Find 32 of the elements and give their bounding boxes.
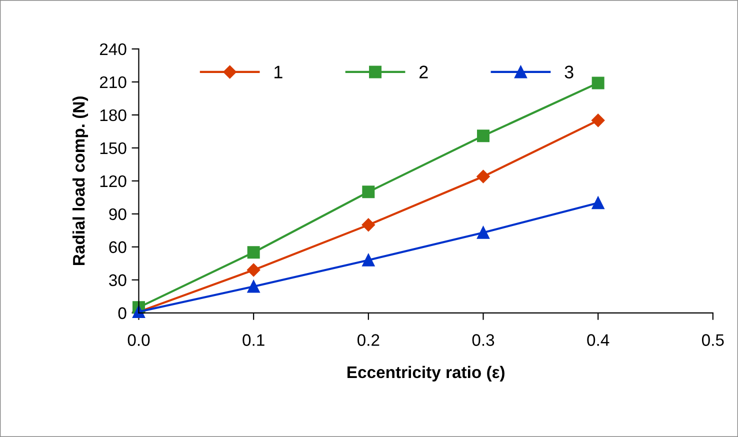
point	[362, 218, 375, 232]
point	[247, 246, 260, 259]
point	[476, 226, 490, 239]
y-tick-label: 60	[109, 241, 126, 254]
x-axis-title: Eccentricity ratio (ε)	[348, 366, 504, 382]
y-tick-label: 240	[100, 43, 126, 56]
point	[246, 263, 260, 277]
y-tick-label: 180	[100, 109, 126, 122]
legend-label: 3	[564, 66, 574, 78]
x-tick-label: 0.3	[472, 334, 494, 346]
y-tick-label: 210	[100, 76, 126, 88]
point	[362, 186, 375, 198]
legend-label: 1	[274, 66, 282, 78]
x-tick-label: 0.1	[242, 334, 264, 346]
y-axis-title: Radial load comp. (N)	[72, 96, 88, 265]
point	[591, 114, 605, 128]
point	[476, 170, 490, 184]
y-tick-label: 30	[109, 274, 126, 286]
legend-label: 2	[420, 66, 428, 78]
point	[247, 280, 260, 293]
x-tick-label: 0.0	[128, 334, 150, 346]
x-tick-label: 0.4	[587, 334, 610, 346]
point	[476, 130, 490, 142]
y-tick-label: 120	[100, 175, 126, 188]
point	[362, 254, 375, 266]
x-tick-label: 0.2	[357, 334, 380, 346]
y-tick-label: 0	[118, 307, 126, 320]
x-tick-label: 0.5	[702, 334, 724, 346]
y-tick-label: 90	[109, 208, 126, 220]
point	[592, 196, 604, 210]
point	[592, 76, 604, 90]
y-tick-label: 150	[100, 142, 126, 154]
